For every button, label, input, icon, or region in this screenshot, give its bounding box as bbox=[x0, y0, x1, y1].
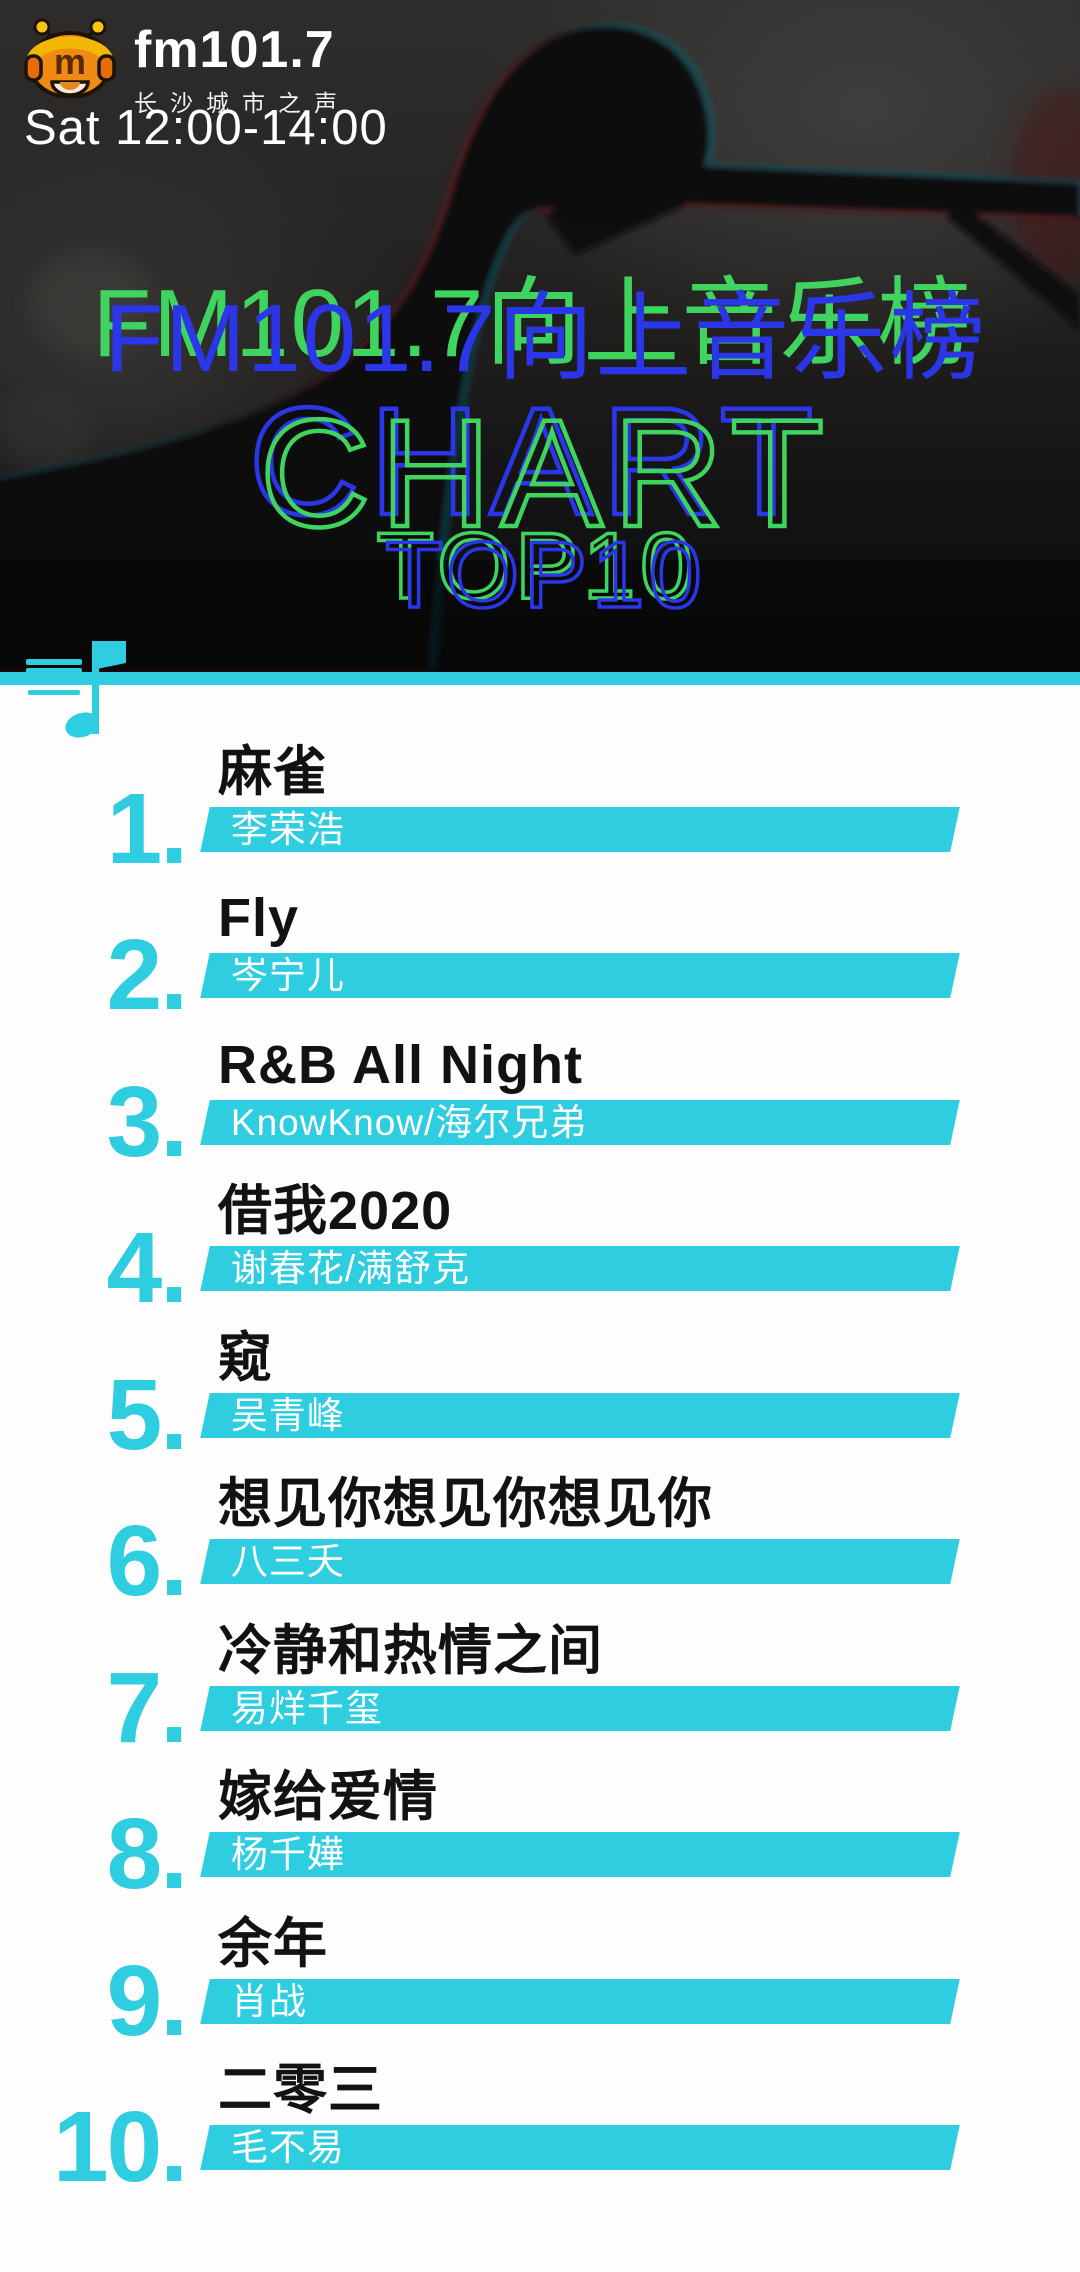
chart-entry-1: 1. 麻雀 李荣浩 bbox=[0, 739, 1080, 879]
chart-entry-9: 9. 余年 肖战 bbox=[0, 1911, 1080, 2051]
song-title: 麻雀 bbox=[218, 742, 328, 802]
singer-silhouette-photo bbox=[0, 23, 1080, 672]
chart-entry-5: 5. 窥 吴青峰 bbox=[0, 1325, 1080, 1465]
artist-bar: 岑宁儿 bbox=[200, 953, 960, 998]
song-title: 嫁给爱情 bbox=[218, 1767, 438, 1827]
rank-number: 9. bbox=[106, 1945, 188, 2057]
hero-title: FM101.7向上音乐榜 FM101.7向上音乐榜 bbox=[0, 270, 1080, 416]
artist-name: 毛不易 bbox=[230, 2127, 345, 2168]
rank-number: 7. bbox=[106, 1652, 188, 1764]
chart-entry-7: 7. 冷静和热情之间 易烊千玺 bbox=[0, 1618, 1080, 1758]
artist-bar: 谢春花/满舒克 bbox=[200, 1246, 960, 1291]
song-title: 二零三 bbox=[218, 2060, 383, 2120]
artist-name: 岑宁儿 bbox=[230, 955, 345, 996]
artist-bar: 易烊千玺 bbox=[200, 1686, 960, 1731]
chart-wordmark-blue: CHART bbox=[249, 384, 823, 547]
station-name: fm101.7 bbox=[134, 21, 335, 79]
rank-number: 2. bbox=[106, 919, 188, 1031]
song-title: Fly bbox=[218, 888, 300, 948]
artist-bar: 李荣浩 bbox=[200, 807, 960, 852]
artist-name: KnowKnow/海尔兄弟 bbox=[230, 1102, 588, 1143]
music-note-icon bbox=[26, 641, 126, 738]
rank-number: 5. bbox=[106, 1359, 188, 1471]
song-title: 借我2020 bbox=[218, 1181, 453, 1241]
song-title: 窥 bbox=[218, 1328, 273, 1388]
artist-bar: 杨千嬅 bbox=[200, 1832, 960, 1877]
rank-number: 8. bbox=[106, 1798, 188, 1910]
rank-number: 3. bbox=[106, 1066, 188, 1178]
artist-name: 谢春花/满舒克 bbox=[230, 1248, 471, 1289]
station-tagline: 长沙城市之声 bbox=[134, 90, 350, 116]
song-title: 冷静和热情之间 bbox=[218, 1621, 603, 1681]
artist-name: 李荣浩 bbox=[230, 809, 345, 850]
top10-wordmark-blue: TOP10 bbox=[385, 522, 706, 624]
artist-name: 八三夭 bbox=[230, 1541, 345, 1582]
schedule-label: Sat 12:00-14:00 bbox=[24, 101, 388, 155]
rank-number: 10. bbox=[52, 2091, 188, 2203]
artist-bar: 吴青峰 bbox=[200, 1393, 960, 1438]
artist-name: 吴青峰 bbox=[230, 1395, 345, 1436]
artist-bar: 毛不易 bbox=[200, 2125, 960, 2170]
artist-bar: KnowKnow/海尔兄弟 bbox=[200, 1100, 960, 1145]
chart-wordmark-green: CHART bbox=[260, 388, 834, 559]
mascot-letter: m bbox=[54, 41, 86, 82]
rank-number: 4. bbox=[106, 1212, 188, 1324]
chart-entry-2: 2. Fly 岑宁儿 bbox=[0, 885, 1080, 1025]
hero-title-blue-layer: FM101.7向上音乐榜 bbox=[104, 285, 988, 392]
rank-number: 6. bbox=[106, 1505, 188, 1617]
hero-banner: m fm101.7 长沙城市之声 Sat 12:00-14:00 FM101.7… bbox=[0, 0, 1080, 672]
chart-entry-10: 10. 二零三 毛不易 bbox=[0, 2057, 1080, 2197]
song-title: 想见你想见你想见你 bbox=[218, 1474, 713, 1534]
station-mascot-icon: m bbox=[24, 18, 116, 98]
chart-entry-6: 6. 想见你想见你想见你 八三夭 bbox=[0, 1471, 1080, 1611]
artist-name: 杨千嬅 bbox=[230, 1834, 345, 1875]
artist-name: 易烊千玺 bbox=[230, 1688, 383, 1729]
top10-wordmark-green: TOP10 bbox=[376, 513, 697, 618]
song-title: R&B All Night bbox=[218, 1035, 583, 1095]
station-branding: m fm101.7 长沙城市之声 bbox=[20, 18, 350, 118]
chart-entry-4: 4. 借我2020 谢春花/满舒克 bbox=[0, 1178, 1080, 1318]
artist-bar: 肖战 bbox=[200, 1979, 960, 2024]
rank-number: 1. bbox=[106, 773, 188, 885]
cyan-divider bbox=[0, 672, 1080, 685]
chart-top10-wordmark: CHART CHART TOP10 TOP10 bbox=[247, 384, 834, 624]
hero-title-green-layer: FM101.7向上音乐榜 bbox=[92, 270, 976, 377]
chart-entry-8: 8. 嫁给爱情 杨千嬅 bbox=[0, 1764, 1080, 1904]
artist-bar: 八三夭 bbox=[200, 1539, 960, 1584]
chart-entry-3: 3. R&B All Night KnowKnow/海尔兄弟 bbox=[0, 1032, 1080, 1172]
artist-name: 肖战 bbox=[230, 1981, 307, 2022]
song-title: 余年 bbox=[218, 1914, 328, 1974]
